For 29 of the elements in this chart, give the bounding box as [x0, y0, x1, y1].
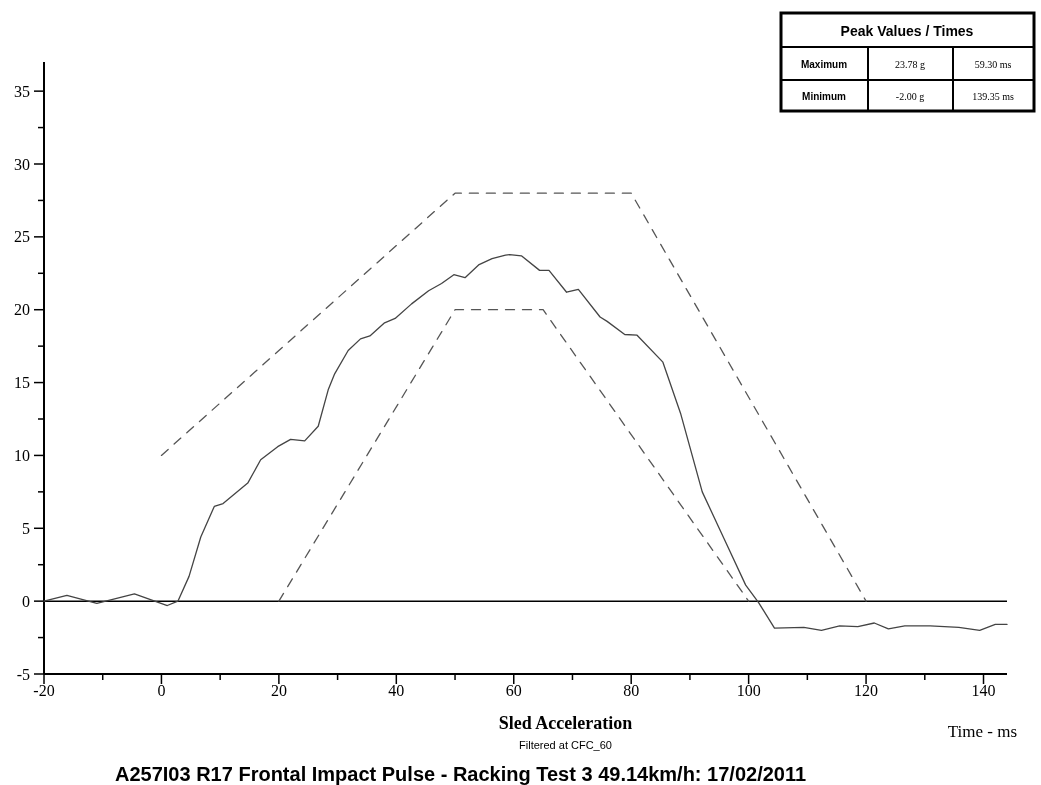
x-tick-label: 100: [736, 682, 761, 699]
y-tick-label: 30: [14, 155, 30, 173]
annotation: 139.35 ms: [972, 91, 1014, 102]
x-tick-label: 40: [388, 682, 405, 699]
annotation: Maximum: [800, 59, 848, 70]
x-axis-title: Time - ms: [947, 722, 1017, 741]
x-tick-label: 120: [854, 682, 879, 699]
y-tick-label: 0: [22, 592, 30, 610]
text: Sled Acceleration: [498, 713, 633, 733]
text: Filtered at CFC_60: [519, 739, 612, 751]
x-tick-label: -20: [33, 682, 55, 699]
text: A257I03 R17 Frontal Impact Pulse - Racking Test 3 49.14km/h: 17/02/2011: [115, 763, 807, 785]
annotation: 23.78 g: [895, 59, 925, 70]
y-tick-label: 20: [14, 301, 30, 319]
x-tick-label: 60: [505, 682, 522, 699]
x-tick-label: 20: [270, 682, 287, 699]
y-tick-label: 15: [14, 374, 30, 392]
y-tick-label: -5: [16, 665, 30, 683]
x-tick-label: 140: [971, 682, 996, 699]
annotation: Minimum: [802, 91, 847, 102]
x-tick-label: 0: [157, 682, 166, 699]
y-tick-label: 25: [14, 228, 30, 246]
x-tick-label: 80: [623, 682, 640, 699]
y-tick-label: 35: [14, 82, 30, 100]
y-tick-label: 10: [14, 447, 30, 465]
y-tick-label: 5: [22, 519, 30, 537]
annotation: 59.30 ms: [974, 59, 1012, 70]
text: Peak Values / Times: [840, 23, 974, 39]
annotation: -2.00 g: [895, 91, 925, 102]
